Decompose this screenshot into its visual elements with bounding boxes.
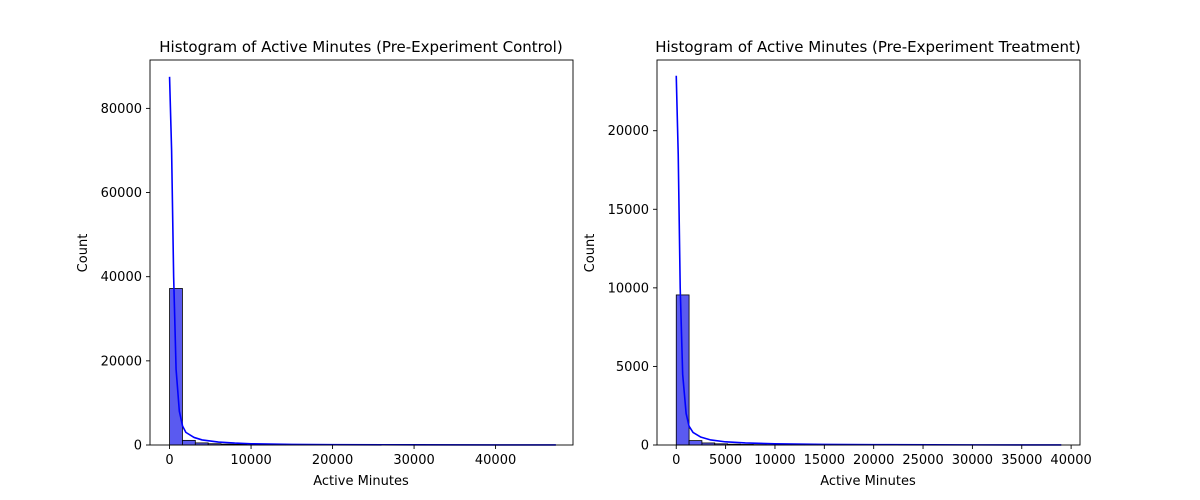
control-y-axis-label: Count [76, 234, 91, 273]
treatment-x-tick-label: 15000 [804, 453, 845, 468]
treatment-x-tick-label: 20000 [853, 453, 894, 468]
control-x-tick-label: 20000 [312, 453, 353, 468]
treatment-x-tick-label: 25000 [902, 453, 943, 468]
treatment-y-axis-label: Count [583, 234, 598, 273]
control-y-tick-label: 40000 [101, 270, 142, 285]
control-y-tick-label: 80000 [101, 102, 142, 117]
treatment-x-tick-label: 30000 [952, 453, 993, 468]
treatment-y-tick-label: 15000 [608, 203, 649, 218]
treatment-y-tick-label: 0 [641, 439, 649, 454]
control-y-tick-label: 0 [134, 439, 142, 454]
treatment-x-tick-label: 0 [672, 453, 680, 468]
control-histogram-bar [182, 439, 196, 446]
treatment-x-axis-label: Active Minutes [820, 474, 916, 489]
treatment-plot-area: 0 5000 10000 15000 20000 25000 30000 35000 40000… [608, 59, 1092, 468]
treatment-kde-line [675, 75, 1062, 446]
control-histogram-chart: Histogram of Active Minutes (Pre-Experim… [76, 38, 574, 489]
control-x-tick-label: 0 [165, 453, 173, 468]
treatment-y-tick-label: 10000 [608, 281, 649, 296]
treatment-y-tick-label: 20000 [608, 124, 649, 139]
treatment-x-tick-label: 40000 [1050, 453, 1091, 468]
treatment-x-tick-label: 5000 [709, 453, 742, 468]
control-chart-title: Histogram of Active Minutes (Pre-Experim… [159, 38, 562, 56]
control-y-tick-label: 20000 [101, 354, 142, 369]
control-plot-area: 0 10000 20000 30000 40000 0 20000 40000 60000 800… [101, 59, 574, 468]
treatment-x-tick-label: 35000 [1001, 453, 1042, 468]
control-x-axis-label: Active Minutes [313, 474, 409, 489]
control-x-tick-label: 30000 [393, 453, 434, 468]
control-y-tick-label: 60000 [101, 186, 142, 201]
control-x-tick-label: 40000 [475, 453, 516, 468]
treatment-histogram-bar [688, 440, 703, 446]
treatment-histogram-chart: Histogram of Active Minutes (Pre-Experim… [583, 38, 1092, 489]
control-axes-frame [149, 59, 574, 446]
treatment-axes-frame [656, 59, 1081, 446]
treatment-x-tick-label: 10000 [754, 453, 795, 468]
treatment-chart-title: Histogram of Active Minutes (Pre-Experim… [655, 38, 1081, 56]
treatment-y-tick-label: 5000 [616, 360, 649, 375]
control-x-tick-label: 10000 [230, 453, 271, 468]
